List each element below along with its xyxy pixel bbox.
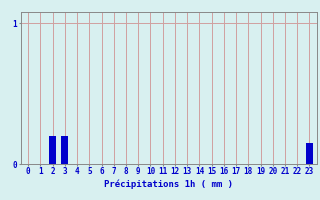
- Bar: [306, 143, 313, 164]
- Bar: [61, 136, 68, 164]
- X-axis label: Précipitations 1h ( mm ): Précipitations 1h ( mm ): [104, 179, 233, 189]
- Bar: [49, 136, 56, 164]
